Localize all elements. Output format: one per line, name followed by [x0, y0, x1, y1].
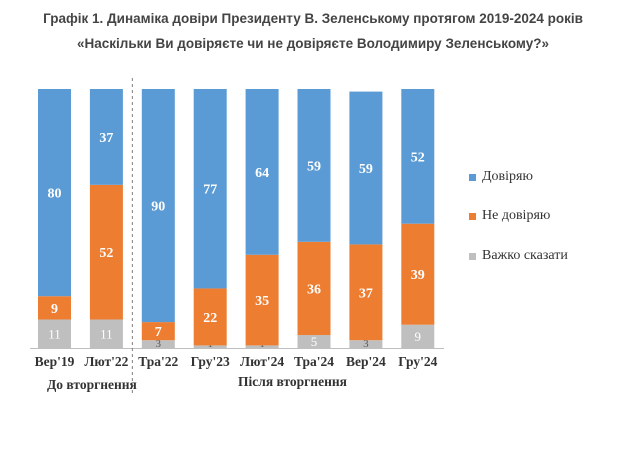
bar-distrust [193, 288, 227, 346]
data-label-trust: 59 [359, 162, 373, 177]
chart-subtitle: «Наскільки Ви довіряєте чи не довіряєте … [77, 36, 549, 51]
x-tick-label: Лют'22 [84, 354, 128, 369]
legend-label-hard-to-say: Важко сказати [482, 248, 568, 263]
x-tick-label: Тра'24 [294, 354, 334, 369]
bar-hard-to-say [193, 345, 227, 348]
bar-hard-to-say [89, 319, 123, 348]
data-label-distrust: 7 [155, 325, 162, 340]
data-label-distrust: 39 [411, 268, 425, 283]
x-tick-label: Лют'24 [240, 354, 284, 369]
bar-hard-to-say [349, 340, 383, 348]
data-label-hard-to-say: 9 [415, 329, 422, 344]
data-label-trust: 37 [99, 131, 113, 146]
bar-distrust [89, 184, 123, 320]
bar-trust [297, 89, 331, 242]
chart-title: Графік 1. Динаміка довіри Президенту В. … [43, 11, 583, 26]
data-label-distrust: 52 [99, 246, 113, 261]
x-tick-label: Гру'23 [191, 354, 230, 369]
legend-label-distrust: Не довіряю [482, 208, 551, 223]
data-label-distrust: 9 [51, 302, 58, 317]
data-label-trust: 77 [203, 183, 217, 198]
data-label-trust: 90 [151, 200, 165, 215]
bar-trust [38, 89, 71, 297]
bar-distrust [349, 244, 383, 341]
bar-distrust [245, 254, 279, 346]
bar-trust [89, 89, 123, 185]
bar-hard-to-say [141, 340, 175, 348]
bar-hard-to-say [401, 324, 435, 348]
legend-swatch-distrust [469, 212, 476, 220]
data-label-trust: 59 [307, 159, 321, 174]
group-label-before-invasion: До вторгнення [47, 377, 137, 392]
x-tick-label: Гру'24 [398, 354, 437, 369]
data-label-trust: 64 [255, 166, 269, 181]
bar-trust [193, 89, 227, 289]
bar-hard-to-say [297, 335, 331, 348]
bar-hard-to-say [38, 319, 71, 348]
group-label-after-invasion: Після вторгнення [238, 374, 347, 389]
data-label-distrust: 36 [307, 282, 321, 297]
x-tick-label: Вер'24 [346, 354, 386, 369]
data-label-distrust: 35 [255, 294, 269, 309]
bar-distrust [38, 296, 71, 320]
data-label-distrust: 37 [359, 286, 373, 301]
data-label-hard-to-say: 3 [156, 338, 162, 350]
data-label-distrust: 22 [203, 311, 217, 326]
legend-item-distrust: Не довіряю [469, 208, 550, 224]
legend-item-hard-to-say: Важко сказати [469, 248, 568, 264]
legend-item-trust: Довіряю [469, 169, 533, 185]
data-label-hard-to-say: 5 [311, 334, 318, 349]
bar-distrust [297, 241, 331, 336]
data-label-hard-to-say: 11 [48, 326, 61, 341]
bar-distrust [401, 223, 435, 325]
bar-trust [349, 91, 383, 245]
legend-swatch-hard-to-say [469, 252, 476, 260]
data-label-trust: 52 [411, 150, 425, 165]
x-tick-label: Вер'19 [35, 354, 75, 369]
data-label-trust: 80 [48, 187, 62, 202]
x-tick-label: Тра'22 [138, 354, 178, 369]
bar-trust [401, 89, 435, 224]
bar-trust [245, 89, 279, 255]
legend-label-trust: Довіряю [482, 169, 533, 184]
data-label-hard-to-say: 11 [100, 326, 113, 341]
bar-hard-to-say [245, 345, 279, 348]
legend-swatch-trust [469, 173, 476, 181]
data-label-hard-to-say: 3 [363, 338, 369, 350]
bar-distrust [141, 322, 175, 341]
bar-trust [141, 89, 175, 323]
